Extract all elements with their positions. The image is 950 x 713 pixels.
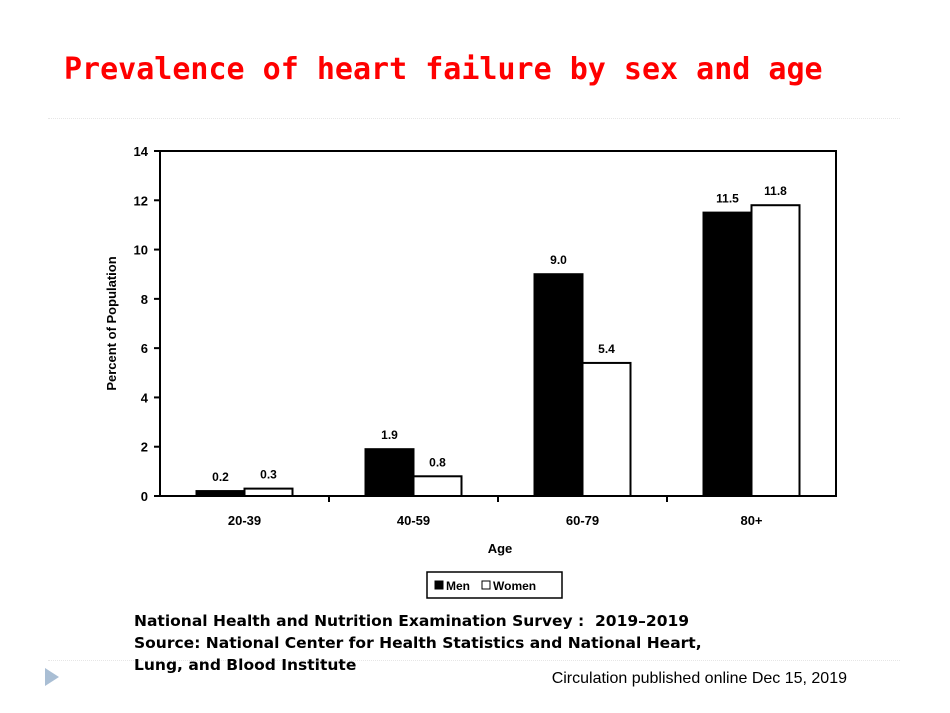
- triangle-bullet-icon: [45, 668, 59, 686]
- y-tick-label: 8: [141, 292, 148, 307]
- data-label: 0.3: [260, 468, 277, 482]
- survey-caption: National Health and Nutrition Examinatio…: [134, 610, 702, 676]
- data-label: 11.5: [716, 192, 739, 206]
- legend-swatch-women: [481, 580, 491, 590]
- bar-men: [702, 211, 753, 497]
- bar-women: [581, 361, 632, 497]
- y-tick-label: 4: [141, 390, 149, 405]
- bar-women: [243, 487, 294, 498]
- top-divider: [48, 118, 900, 119]
- caption-line: Source: National Center for Health Stati…: [134, 634, 702, 652]
- y-tick-label: 0: [141, 489, 148, 504]
- y-tick-label: 14: [134, 144, 149, 159]
- bar-men: [364, 448, 415, 497]
- bar-women: [750, 204, 801, 497]
- legend-label-women: Women: [493, 579, 536, 593]
- bar-men: [195, 490, 246, 498]
- slide-title: Prevalence of heart failure by sex and a…: [64, 52, 823, 87]
- bottom-divider: [48, 660, 900, 661]
- data-label: 0.8: [429, 455, 446, 469]
- caption-line: Lung, and Blood Institute: [134, 656, 357, 674]
- x-tick-label: 40-59: [397, 513, 430, 528]
- legend-label-men: Men: [446, 579, 470, 593]
- y-tick-label: 2: [141, 440, 148, 455]
- legend-box: [426, 571, 563, 599]
- x-tick-label: 60-79: [566, 513, 599, 528]
- data-label: 9.0: [550, 253, 567, 267]
- data-label: 1.9: [381, 428, 398, 442]
- legend-swatch-men: [434, 580, 444, 590]
- y-tick-label: 12: [134, 193, 148, 208]
- data-label: 0.2: [212, 470, 229, 484]
- x-tick-label: 20-39: [228, 513, 261, 528]
- y-tick-label: 6: [141, 341, 148, 356]
- bar-women: [412, 475, 463, 497]
- bar-men: [533, 273, 584, 498]
- data-label: 11.8: [764, 184, 787, 198]
- x-tick-label: 80+: [740, 513, 762, 528]
- y-tick-label: 10: [134, 243, 148, 258]
- caption-line: National Health and Nutrition Examinatio…: [134, 612, 690, 630]
- x-axis-label: Age: [488, 541, 513, 556]
- data-label: 5.4: [598, 342, 615, 356]
- publication-credit: Circulation published online Dec 15, 201…: [551, 670, 847, 687]
- y-axis-label: Percent of Population: [104, 256, 119, 390]
